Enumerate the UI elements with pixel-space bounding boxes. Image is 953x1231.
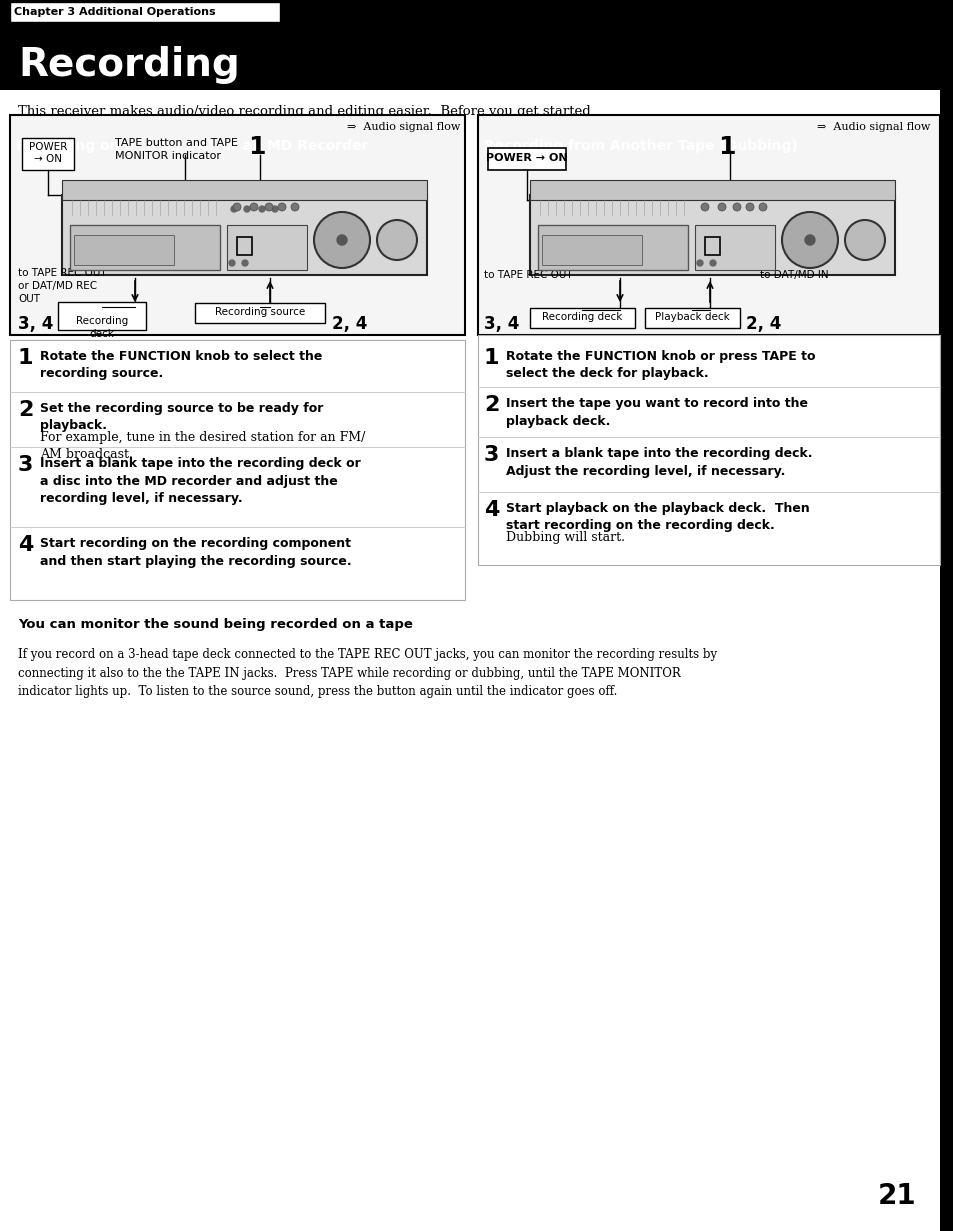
Bar — [477, 114, 939, 335]
Circle shape — [804, 235, 814, 245]
Bar — [10, 134, 459, 158]
Text: For example, tune in the desired station for an FM/
AM broadcast.: For example, tune in the desired station… — [40, 431, 365, 462]
Circle shape — [376, 220, 416, 260]
Circle shape — [250, 203, 257, 211]
Text: Start playback on the playback deck.  Then
start recording on the recording deck: Start playback on the playback deck. The… — [505, 502, 809, 533]
Circle shape — [258, 206, 265, 212]
Text: Set the recording source to be ready for
playback.: Set the recording source to be ready for… — [40, 403, 323, 432]
Bar — [70, 225, 220, 270]
Text: Recording deck: Recording deck — [541, 311, 621, 323]
Text: 4: 4 — [483, 500, 498, 519]
Text: to TAPE REC OUT
or DAT/MD REC
OUT: to TAPE REC OUT or DAT/MD REC OUT — [18, 268, 107, 304]
Text: 3, 4: 3, 4 — [483, 315, 518, 334]
Text: ⇒  Audio signal flow: ⇒ Audio signal flow — [816, 122, 929, 132]
Text: Insert the tape you want to record into the
playback deck.: Insert the tape you want to record into … — [505, 398, 807, 427]
Circle shape — [244, 206, 250, 212]
Circle shape — [759, 203, 766, 211]
Text: 2, 4: 2, 4 — [332, 315, 367, 334]
Circle shape — [700, 203, 708, 211]
Text: 3, 4: 3, 4 — [18, 315, 53, 334]
Text: POWER
→ ON: POWER → ON — [29, 142, 67, 164]
Circle shape — [844, 220, 884, 260]
Text: You can monitor the sound being recorded on a tape: You can monitor the sound being recorded… — [18, 618, 413, 632]
Circle shape — [272, 206, 277, 212]
Text: This receiver makes audio/video recording and editing easier.  Before you get st: This receiver makes audio/video recordin… — [18, 105, 595, 135]
Circle shape — [277, 203, 286, 211]
Text: POWER → ON: POWER → ON — [486, 153, 567, 162]
Circle shape — [732, 203, 740, 211]
Text: Tape dubbing is possible only in the directions that are
shown below.  Be sure t: Tape dubbing is possible only in the dir… — [483, 172, 844, 239]
Text: 21: 21 — [877, 1182, 915, 1210]
Text: Playback deck: Playback deck — [654, 311, 729, 323]
Text: 1: 1 — [18, 348, 33, 368]
Bar — [704, 238, 720, 255]
Bar — [62, 194, 427, 275]
Bar — [477, 335, 939, 565]
Text: If you record on a 3-head tape deck connected to the TAPE REC OUT jacks, you can: If you record on a 3-head tape deck conn… — [18, 648, 717, 698]
Circle shape — [697, 260, 702, 266]
Circle shape — [265, 203, 273, 211]
Text: Insert a blank tape into the recording deck.
Adjust the recording level, if nece: Insert a blank tape into the recording d… — [505, 447, 812, 478]
Circle shape — [336, 235, 347, 245]
Text: 1: 1 — [483, 348, 499, 368]
Bar — [10, 2, 280, 22]
Bar — [939, 0, 953, 1231]
Bar — [541, 235, 641, 265]
Bar — [74, 235, 173, 265]
Bar — [0, 0, 953, 90]
Text: 1: 1 — [248, 135, 265, 159]
Bar — [488, 148, 565, 170]
Circle shape — [781, 212, 837, 268]
Text: Chapter 3 Additional Operations: Chapter 3 Additional Operations — [14, 7, 215, 17]
Bar — [477, 134, 939, 158]
Text: to DAT/MD IN: to DAT/MD IN — [760, 270, 828, 279]
Bar — [194, 303, 325, 323]
Bar — [537, 225, 687, 270]
Bar — [58, 302, 146, 330]
Text: Rotate the FUNCTION knob to select the
recording source.: Rotate the FUNCTION knob to select the r… — [40, 350, 322, 380]
Circle shape — [291, 203, 298, 211]
Bar — [644, 308, 740, 327]
Bar — [236, 238, 252, 255]
Text: Recording
deck: Recording deck — [76, 316, 128, 340]
Text: 3: 3 — [18, 455, 33, 475]
Bar — [10, 114, 464, 335]
Text: to TAPE REC OUT: to TAPE REC OUT — [483, 270, 572, 279]
Circle shape — [231, 206, 236, 212]
Text: 2: 2 — [18, 400, 33, 420]
Text: 3: 3 — [483, 444, 498, 465]
Bar — [695, 225, 774, 270]
Bar — [227, 225, 307, 270]
Text: 2, 4: 2, 4 — [745, 315, 781, 334]
Circle shape — [718, 203, 725, 211]
Circle shape — [314, 212, 370, 268]
Circle shape — [229, 260, 234, 266]
Text: Insert a blank tape into the recording deck or
a disc into the MD recorder and a: Insert a blank tape into the recording d… — [40, 457, 360, 505]
Bar — [530, 180, 894, 199]
Text: TAPE button and TAPE
MONITOR indicator: TAPE button and TAPE MONITOR indicator — [115, 138, 237, 161]
Circle shape — [233, 203, 241, 211]
Text: 2: 2 — [483, 395, 498, 415]
Text: Start recording on the recording component
and then start playing the recording : Start recording on the recording compone… — [40, 537, 352, 567]
Text: Recording: Recording — [18, 46, 239, 84]
Circle shape — [242, 260, 248, 266]
Text: Recording from Another Tape (Dubbing): Recording from Another Tape (Dubbing) — [483, 139, 797, 153]
Text: Recording source: Recording source — [214, 307, 305, 318]
Bar — [22, 138, 74, 170]
Text: 1: 1 — [718, 135, 735, 159]
Text: Rotate the FUNCTION knob or press TAPE to
select the deck for playback.: Rotate the FUNCTION knob or press TAPE t… — [505, 350, 815, 380]
Text: 4: 4 — [18, 535, 33, 555]
Bar — [530, 194, 894, 275]
Text: You can record and make copies of audio program sources
on a tape, DAT or MD usi: You can record and make copies of audio … — [18, 172, 394, 239]
Bar — [62, 180, 427, 199]
Circle shape — [745, 203, 753, 211]
Text: Dubbing will start.: Dubbing will start. — [505, 531, 624, 544]
Bar — [530, 308, 635, 327]
Bar — [10, 340, 464, 599]
Text: ⇒  Audio signal flow: ⇒ Audio signal flow — [346, 122, 459, 132]
Text: Recording on a Tape, DAT or an MD Recorder: Recording on a Tape, DAT or an MD Record… — [16, 139, 368, 153]
Circle shape — [709, 260, 716, 266]
